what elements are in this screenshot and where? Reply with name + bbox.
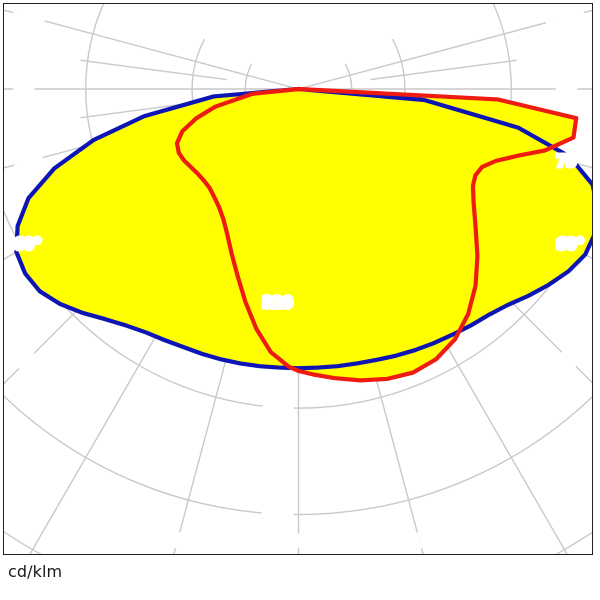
angle-tick-label: 105° — [14, 10, 51, 28]
distribution-curves — [14, 86, 592, 383]
distribution-fill-area — [16, 89, 592, 381]
angle-tick-label: 30° — [527, 532, 554, 550]
angle-tick-label: 30° — [46, 532, 73, 550]
angle-tick-label: 90° — [14, 77, 41, 95]
radial-tick-label: 320 — [263, 293, 293, 311]
plot-frame: 320 480 640 105° 90° 75° 60° 45° 30° 15° 0° 15° 30°… — [3, 3, 593, 555]
angle-tick-label: 60° — [14, 235, 41, 253]
angle-tick-label: 15° — [163, 532, 190, 550]
angle-tick-label: 90° — [557, 77, 584, 95]
curve-c0-c180 — [14, 86, 592, 371]
radial-tick-labels: 320 480 640 — [260, 291, 295, 527]
radial-tick-label: 640 — [263, 506, 293, 524]
angle-tick-label: 15° — [411, 532, 438, 550]
angle-tick-label: 105° — [547, 10, 584, 28]
radial-tick-label: 480 — [263, 400, 293, 418]
curve-c90-c270 — [174, 86, 579, 383]
angle-tick-labels: 105° 90° 75° 60° 45° 30° 15° 0° 15° 30° 45° 60° 75° 9… — [12, 8, 587, 553]
angle-tick-label: 75° — [557, 152, 584, 170]
angle-tick-label: 0° — [290, 532, 308, 550]
angle-tick-label: 75° — [14, 152, 41, 170]
angle-tick-label: 60° — [557, 235, 584, 253]
angle-tick-label: 45° — [557, 352, 584, 370]
polar-plot-svg: 320 480 640 105° 90° 75° 60° 45° 30° 15° 0° 15° 30°… — [4, 4, 592, 554]
units-label: cd/klm — [8, 562, 63, 581]
angle-tick-label: 45° — [14, 352, 41, 370]
